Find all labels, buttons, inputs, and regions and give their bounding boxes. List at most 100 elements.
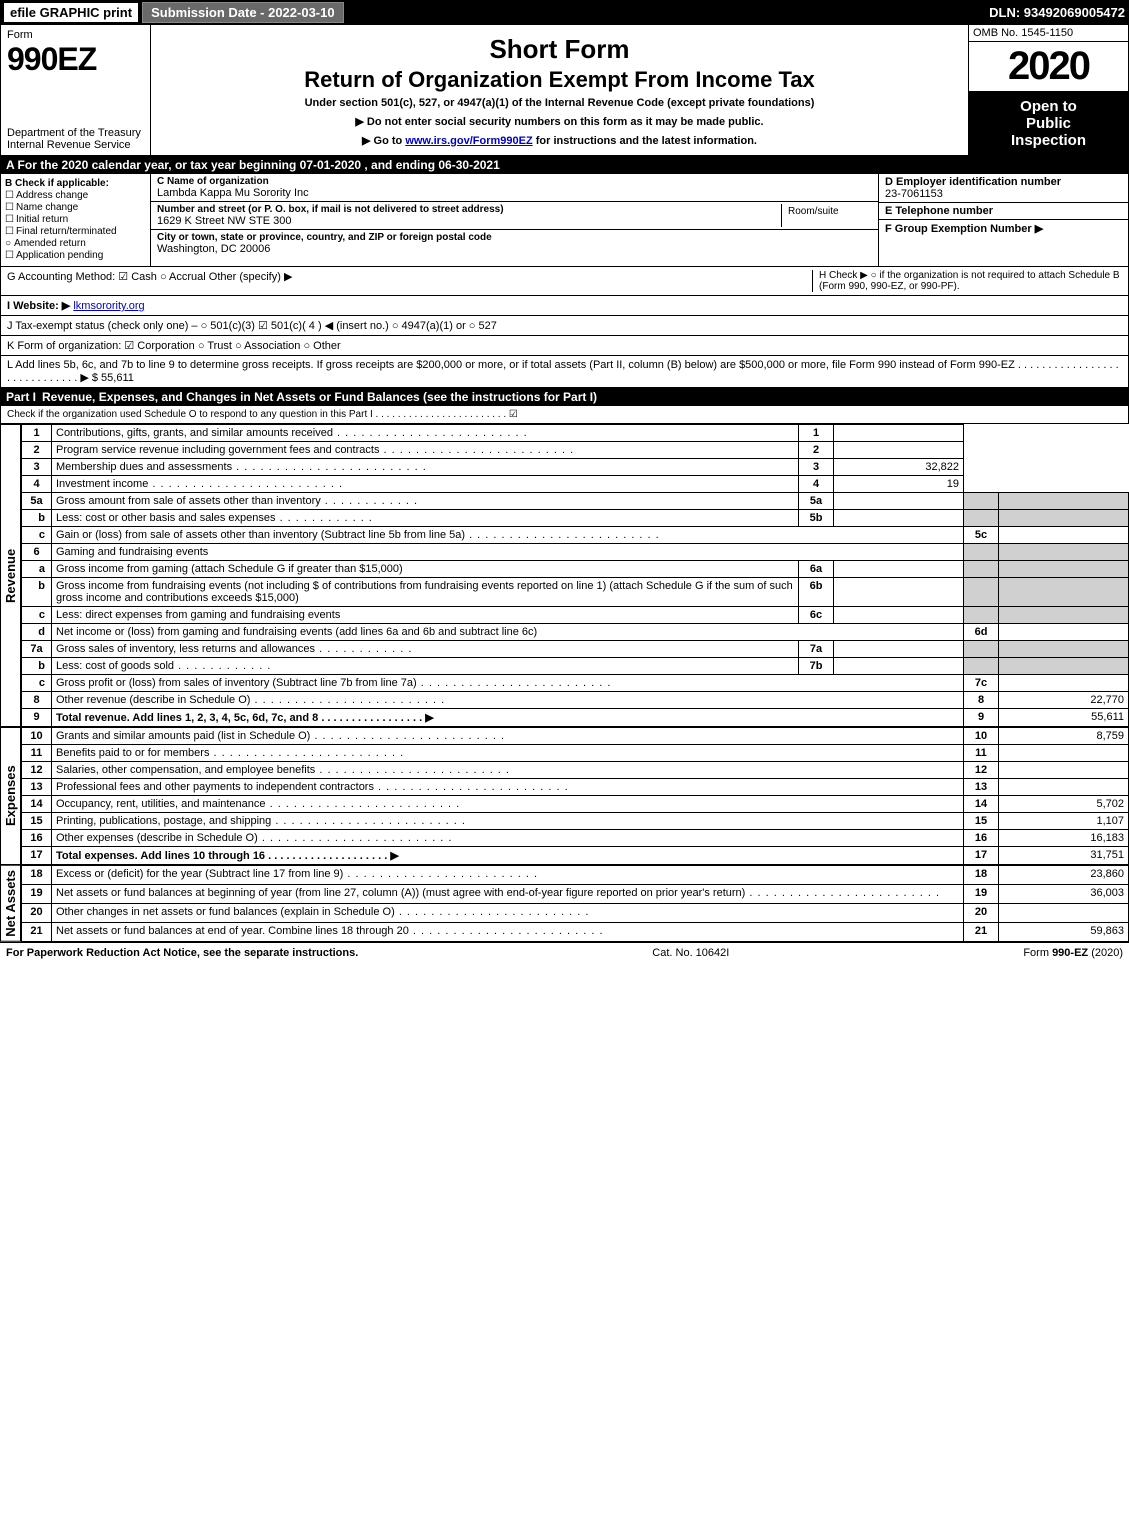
open-line-1: Open to <box>973 98 1124 115</box>
row-5a: 5aGross amount from sale of assets other… <box>22 493 1129 510</box>
omb-number: OMB No. 1545-1150 <box>969 25 1128 42</box>
line-j: J Tax-exempt status (check only one) ‒ ○… <box>0 316 1129 336</box>
top-bar: efile GRAPHIC print Submission Date - 20… <box>0 0 1129 24</box>
header-center: Short Form Return of Organization Exempt… <box>151 25 968 155</box>
net-assets-section: Net Assets 18Excess or (deficit) for the… <box>0 865 1129 942</box>
revenue-section: Revenue 1Contributions, gifts, grants, a… <box>0 424 1129 727</box>
row-6: 6Gaming and fundraising events <box>22 544 1129 561</box>
row-4: 4Investment income419 <box>22 476 1129 493</box>
title-return: Return of Organization Exempt From Incom… <box>159 67 960 93</box>
city-label: City or town, state or province, country… <box>157 232 872 243</box>
part-1-checkline: Check if the organization used Schedule … <box>0 406 1129 424</box>
row-6c: cLess: direct expenses from gaming and f… <box>22 607 1129 624</box>
footer-left: For Paperwork Reduction Act Notice, see … <box>6 947 358 959</box>
box-c: C Name of organization Lambda Kappa Mu S… <box>151 174 878 266</box>
row-17: 17Total expenses. Add lines 10 through 1… <box>22 847 1129 865</box>
row-5c: cGain or (loss) from sale of assets othe… <box>22 527 1129 544</box>
form-word: Form <box>7 29 144 41</box>
row-1: 1Contributions, gifts, grants, and simil… <box>22 425 1129 442</box>
department-label: Department of the Treasury Internal Reve… <box>7 127 144 151</box>
row-21: 21Net assets or fund balances at end of … <box>22 922 1129 941</box>
check-amended-return[interactable]: Amended return <box>5 238 146 249</box>
row-16: 16Other expenses (describe in Schedule O… <box>22 830 1129 847</box>
expenses-table: 10Grants and similar amounts paid (list … <box>21 727 1129 865</box>
title-short-form: Short Form <box>159 34 960 65</box>
box-b-label: B Check if applicable: <box>5 178 146 189</box>
org-name-cell: C Name of organization Lambda Kappa Mu S… <box>151 174 878 202</box>
website-label: I Website: ▶ <box>7 300 70 312</box>
check-application-pending[interactable]: Application pending <box>5 250 146 261</box>
ein-value: 23-7061153 <box>885 188 1122 200</box>
header-right: OMB No. 1545-1150 2020 Open to Public In… <box>968 25 1128 155</box>
line-g-h: G Accounting Method: ☑ Cash ○ Accrual Ot… <box>0 267 1129 296</box>
line-i: I Website: ▶ lkmsorority.org <box>0 296 1129 316</box>
street-row: Number and street (or P. O. box, if mail… <box>151 202 878 230</box>
city-cell: City or town, state or province, country… <box>151 230 878 257</box>
phone-label: E Telephone number <box>885 205 1122 217</box>
dln-label: DLN: 93492069005472 <box>989 5 1125 20</box>
form-number: 990EZ <box>7 41 144 78</box>
box-e: E Telephone number <box>879 203 1128 220</box>
row-2: 2Program service revenue including gover… <box>22 442 1129 459</box>
row-7b: bLess: cost of goods sold7b <box>22 658 1129 675</box>
row-11: 11Benefits paid to or for members11 <box>22 745 1129 762</box>
net-assets-vertical-label: Net Assets <box>0 865 21 942</box>
page-footer: For Paperwork Reduction Act Notice, see … <box>0 942 1129 963</box>
line-k: K Form of organization: ☑ Corporation ○ … <box>0 336 1129 356</box>
ssn-warning: ▶ Do not enter social security numbers o… <box>159 115 960 128</box>
check-initial-return[interactable]: Initial return <box>5 214 146 225</box>
check-final-return[interactable]: Final return/terminated <box>5 226 146 237</box>
form-header: Form 990EZ Department of the Treasury In… <box>0 24 1129 156</box>
box-def: D Employer identification number 23-7061… <box>878 174 1128 266</box>
row-20: 20Other changes in net assets or fund ba… <box>22 903 1129 922</box>
street-cell: Number and street (or P. O. box, if mail… <box>157 204 782 227</box>
street-value: 1629 K Street NW STE 300 <box>157 215 781 227</box>
open-to-public: Open to Public Inspection <box>969 92 1128 155</box>
row-7a: 7aGross sales of inventory, less returns… <box>22 641 1129 658</box>
expenses-vertical-label: Expenses <box>0 727 21 865</box>
row-14: 14Occupancy, rent, utilities, and mainte… <box>22 796 1129 813</box>
room-suite-label: Room/suite <box>782 204 872 227</box>
part-1-label: Part I <box>6 390 42 404</box>
line-a-tax-year: A For the 2020 calendar year, or tax yea… <box>0 156 1129 174</box>
under-section-text: Under section 501(c), 527, or 4947(a)(1)… <box>159 97 960 109</box>
open-line-2: Public <box>973 115 1124 132</box>
row-6d: dNet income or (loss) from gaming and fu… <box>22 624 1129 641</box>
footer-center: Cat. No. 10642I <box>652 947 729 959</box>
row-15: 15Printing, publications, postage, and s… <box>22 813 1129 830</box>
header-left: Form 990EZ Department of the Treasury In… <box>1 25 151 155</box>
org-name-value: Lambda Kappa Mu Sorority Inc <box>157 187 872 199</box>
row-13: 13Professional fees and other payments t… <box>22 779 1129 796</box>
org-name-label: C Name of organization <box>157 176 872 187</box>
row-10: 10Grants and similar amounts paid (list … <box>22 728 1129 745</box>
row-8: 8Other revenue (describe in Schedule O)8… <box>22 692 1129 709</box>
row-3: 3Membership dues and assessments332,822 <box>22 459 1129 476</box>
row-9: 9Total revenue. Add lines 1, 2, 3, 4, 5c… <box>22 709 1129 727</box>
website-link[interactable]: lkmsorority.org <box>73 300 144 312</box>
goto-line: ▶ Go to www.irs.gov/Form990EZ for instru… <box>159 134 960 147</box>
row-6b: bGross income from fundraising events (n… <box>22 578 1129 607</box>
check-address-change[interactable]: Address change <box>5 190 146 201</box>
info-block: B Check if applicable: Address change Na… <box>0 174 1129 267</box>
line-l: L Add lines 5b, 6c, and 7b to line 9 to … <box>0 356 1129 388</box>
row-18: 18Excess or (deficit) for the year (Subt… <box>22 866 1129 885</box>
line-g: G Accounting Method: ☑ Cash ○ Accrual Ot… <box>7 270 812 292</box>
expenses-section: Expenses 10Grants and similar amounts pa… <box>0 727 1129 865</box>
line-h: H Check ▶ ○ if the organization is not r… <box>812 270 1122 292</box>
check-name-change[interactable]: Name change <box>5 202 146 213</box>
net-assets-table: 18Excess or (deficit) for the year (Subt… <box>21 865 1129 942</box>
part-1-header: Part I Revenue, Expenses, and Changes in… <box>0 388 1129 406</box>
row-5b: bLess: cost or other basis and sales exp… <box>22 510 1129 527</box>
box-f: F Group Exemption Number ▶ <box>879 220 1128 266</box>
revenue-table: 1Contributions, gifts, grants, and simil… <box>21 424 1129 727</box>
tax-year: 2020 <box>969 42 1128 92</box>
irs-link[interactable]: www.irs.gov/Form990EZ <box>405 135 532 147</box>
part-1-title: Revenue, Expenses, and Changes in Net As… <box>42 390 597 404</box>
open-line-3: Inspection <box>973 132 1124 149</box>
city-value: Washington, DC 20006 <box>157 243 872 255</box>
efile-print-label[interactable]: efile GRAPHIC print <box>4 3 138 22</box>
revenue-vertical-label: Revenue <box>0 424 21 727</box>
row-6a: aGross income from gaming (attach Schedu… <box>22 561 1129 578</box>
row-7c: cGross profit or (loss) from sales of in… <box>22 675 1129 692</box>
footer-right: Form 990-EZ (2020) <box>1023 947 1123 959</box>
